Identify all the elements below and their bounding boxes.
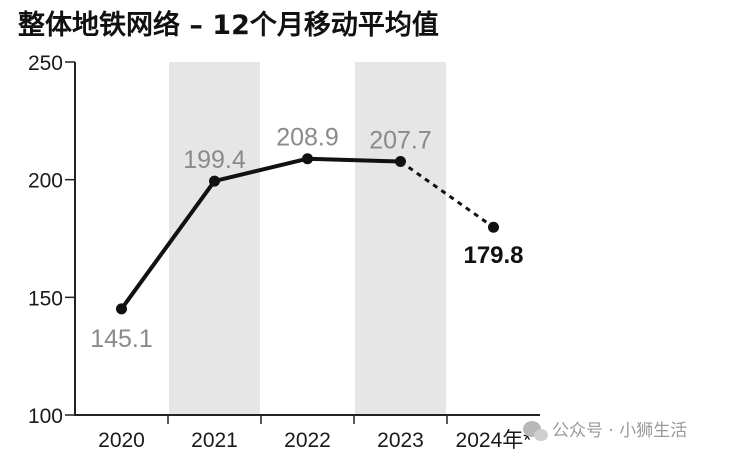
- shaded-bands: [169, 62, 446, 415]
- series-line-segment: [212, 156, 310, 184]
- shaded-band-2023: [355, 62, 446, 415]
- watermark: 公众号 · 小狮生活: [523, 421, 687, 441]
- series-line-segment: [119, 179, 217, 311]
- y-tick-label: 100: [28, 405, 63, 428]
- data-points: [116, 153, 499, 315]
- x-tick-label: 2022: [284, 429, 331, 452]
- data-labels: 145.1 199.4 208.9 207.7 179.8: [90, 124, 523, 353]
- series-line: [119, 156, 495, 311]
- wechat-icon: [523, 421, 548, 441]
- y-tick-label: 250: [28, 52, 63, 75]
- x-tick-label: 2023: [377, 429, 424, 452]
- y-tick-label: 150: [28, 287, 63, 310]
- data-label: 145.1: [90, 325, 153, 353]
- data-label: 199.4: [183, 146, 246, 174]
- data-point: [302, 153, 313, 165]
- x-tick-label: 2021: [191, 429, 238, 452]
- data-point: [488, 221, 499, 233]
- data-label: 208.9: [276, 124, 339, 152]
- data-label: 179.8: [463, 242, 523, 269]
- data-label: 207.7: [369, 127, 432, 155]
- shaded-band-2021: [169, 62, 260, 415]
- axes: 100 150 200 250 2020 2021 2022 2023 2024年*: [28, 52, 540, 452]
- x-tick-label: 2024年*: [456, 429, 532, 452]
- series-line-segment: [305, 156, 403, 164]
- chart-title: 整体地铁网络 – 12个月移动平均值: [18, 9, 439, 41]
- data-point: [395, 156, 406, 168]
- data-point: [209, 175, 220, 187]
- series-line-dashed-segment: [399, 160, 495, 229]
- watermark-text: 公众号 · 小狮生活: [552, 421, 687, 441]
- data-point: [116, 303, 127, 315]
- x-tick-label: 2020: [98, 429, 145, 452]
- y-tick-label: 200: [28, 170, 63, 193]
